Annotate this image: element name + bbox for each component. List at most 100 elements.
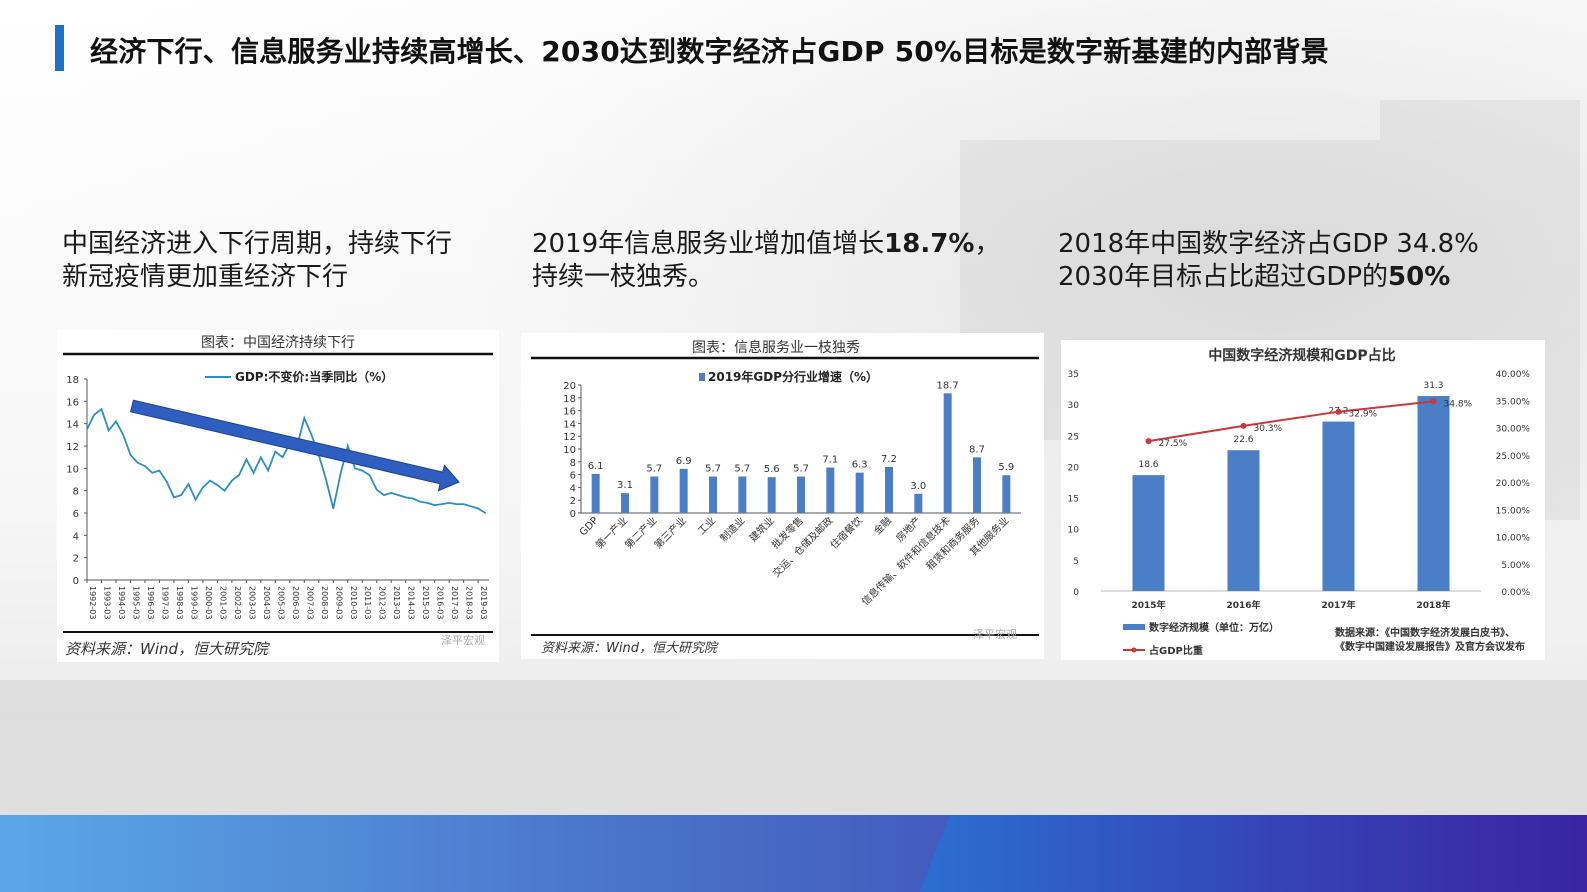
y-tick-label: 4 xyxy=(73,531,79,542)
share-data-point xyxy=(1430,398,1437,405)
x-tick-label: 2007-03 xyxy=(305,586,314,619)
x-tick-label: 2013-03 xyxy=(392,586,401,619)
bar-value-label: 6.1 xyxy=(588,461,604,472)
legend-swatch xyxy=(699,373,705,381)
x-category-label: 2015年 xyxy=(1131,599,1165,611)
bar xyxy=(1132,475,1165,591)
gdp-data-point xyxy=(216,484,218,486)
bar-value-label: 31.3 xyxy=(1423,381,1443,391)
gdp-data-point xyxy=(129,454,132,456)
x-category-label: 房地产 xyxy=(893,514,923,544)
x-tick-label: 2005-03 xyxy=(276,586,285,619)
y2-tick-label: 25.00% xyxy=(1496,452,1531,462)
watermark: 泽平宏观 xyxy=(441,633,485,647)
y2-tick-label: 10.00% xyxy=(1496,534,1531,544)
gdp-data-point xyxy=(412,497,414,500)
title-accent-bar xyxy=(55,25,64,71)
y-tick-label: 30 xyxy=(1068,401,1080,411)
y-tick-label: 12 xyxy=(563,432,576,443)
bar xyxy=(709,476,717,513)
x-category-label: GDP xyxy=(578,515,601,538)
bar xyxy=(1002,475,1011,513)
gdp-data-point xyxy=(100,408,103,410)
caption-line: 2018年中国数字经济占GDP 34.8% xyxy=(1058,229,1479,259)
chart-title: 中国数字经济规模和GDP占比 xyxy=(1208,347,1395,364)
gdp-data-point xyxy=(86,428,88,430)
x-tick-label: 2019-03 xyxy=(479,586,488,619)
x-tick-label: 2012-03 xyxy=(378,586,387,619)
chart-title: 图表：信息服务业一枝独秀 xyxy=(692,339,860,356)
gdp-data-point xyxy=(115,420,117,423)
caption-highlight: 50% xyxy=(1388,262,1451,292)
y2-tick-label: 5.00% xyxy=(1501,561,1530,571)
bar xyxy=(738,476,747,513)
y-tick-label: 14 xyxy=(66,420,79,431)
gdp-data-point xyxy=(376,488,378,491)
x-tick-label: 1994-03 xyxy=(117,586,126,619)
x-tick-label: 1995-03 xyxy=(131,586,140,619)
gdp-data-point xyxy=(361,469,363,472)
share-data-point xyxy=(1335,408,1342,415)
gdp-data-point xyxy=(347,445,349,447)
x-tick-label: 1992-03 xyxy=(88,586,97,619)
bar xyxy=(973,457,981,513)
watermark: 泽平宏观 xyxy=(973,627,1017,641)
bar xyxy=(885,466,893,513)
source-note: 资料来源：Wind，恒大研究院 xyxy=(65,640,270,658)
gdp-data-point xyxy=(173,496,175,498)
legend-swatch-bar xyxy=(1123,624,1145,630)
bar xyxy=(767,477,776,513)
share-data-point xyxy=(1145,438,1152,445)
x-category-label: 第三产业 xyxy=(651,514,688,551)
x-category-label: 2017年 xyxy=(1321,599,1355,611)
y-tick-label: 8 xyxy=(570,458,576,469)
bar-value-label: 22.6 xyxy=(1233,435,1253,445)
x-category-label: 金融 xyxy=(871,514,894,537)
share-series-line xyxy=(1148,400,1434,443)
bar-value-label: 3.1 xyxy=(617,480,633,491)
gdp-data-point xyxy=(158,469,161,472)
legend-marker xyxy=(1131,647,1137,653)
bar-value-label: 7.2 xyxy=(881,454,897,465)
gdp-data-point xyxy=(441,503,443,505)
gdp-data-point xyxy=(332,507,334,510)
bar xyxy=(826,467,835,513)
x-tick-label: 2018-03 xyxy=(465,586,474,619)
gdp-data-point xyxy=(166,481,168,483)
gdp-data-point xyxy=(455,503,458,505)
source-note: 资料来源：Wind，恒大研究院 xyxy=(541,640,719,656)
gdp-data-point xyxy=(426,502,429,504)
y-tick-label: 0 xyxy=(1073,588,1079,598)
gdp-data-point xyxy=(448,502,450,504)
x-tick-label: 1996-03 xyxy=(146,586,155,619)
y-tick-label: 4 xyxy=(570,483,576,494)
x-category-label: 2016年 xyxy=(1226,599,1260,611)
gdp-data-point xyxy=(339,473,342,475)
gdp-data-point xyxy=(260,456,262,458)
legend-label: GDP:不变价:当季同比（%） xyxy=(235,369,393,384)
share-value-label: 27.5% xyxy=(1159,439,1188,449)
y-tick-label: 10 xyxy=(563,445,576,456)
caption-highlight: 18.7% xyxy=(884,229,975,259)
chart-title: 图表：中国经济持续下行 xyxy=(201,334,355,351)
y-tick-label: 20 xyxy=(563,381,576,392)
y-tick-label: 10 xyxy=(66,464,79,475)
bar xyxy=(679,468,688,513)
x-tick-label: 2017-03 xyxy=(450,586,459,619)
x-tick-label: 2015-03 xyxy=(421,586,430,619)
y-tick-label: 0 xyxy=(570,509,576,520)
gdp-data-point xyxy=(368,474,371,476)
bar-value-label: 6.3 xyxy=(852,460,868,471)
background-ground xyxy=(0,680,1587,815)
gdp-data-point xyxy=(252,472,255,474)
y2-tick-label: 15.00% xyxy=(1496,506,1531,516)
gdp-data-point xyxy=(245,458,247,460)
x-tick-label: 2004-03 xyxy=(262,586,271,619)
gdp-data-point xyxy=(274,450,276,453)
x-tick-label: 2006-03 xyxy=(291,586,300,619)
gdp-data-point xyxy=(419,501,421,503)
bar xyxy=(855,472,864,513)
bar xyxy=(943,393,952,513)
gdp-data-point xyxy=(151,472,153,474)
share-value-label: 34.8% xyxy=(1444,399,1473,409)
